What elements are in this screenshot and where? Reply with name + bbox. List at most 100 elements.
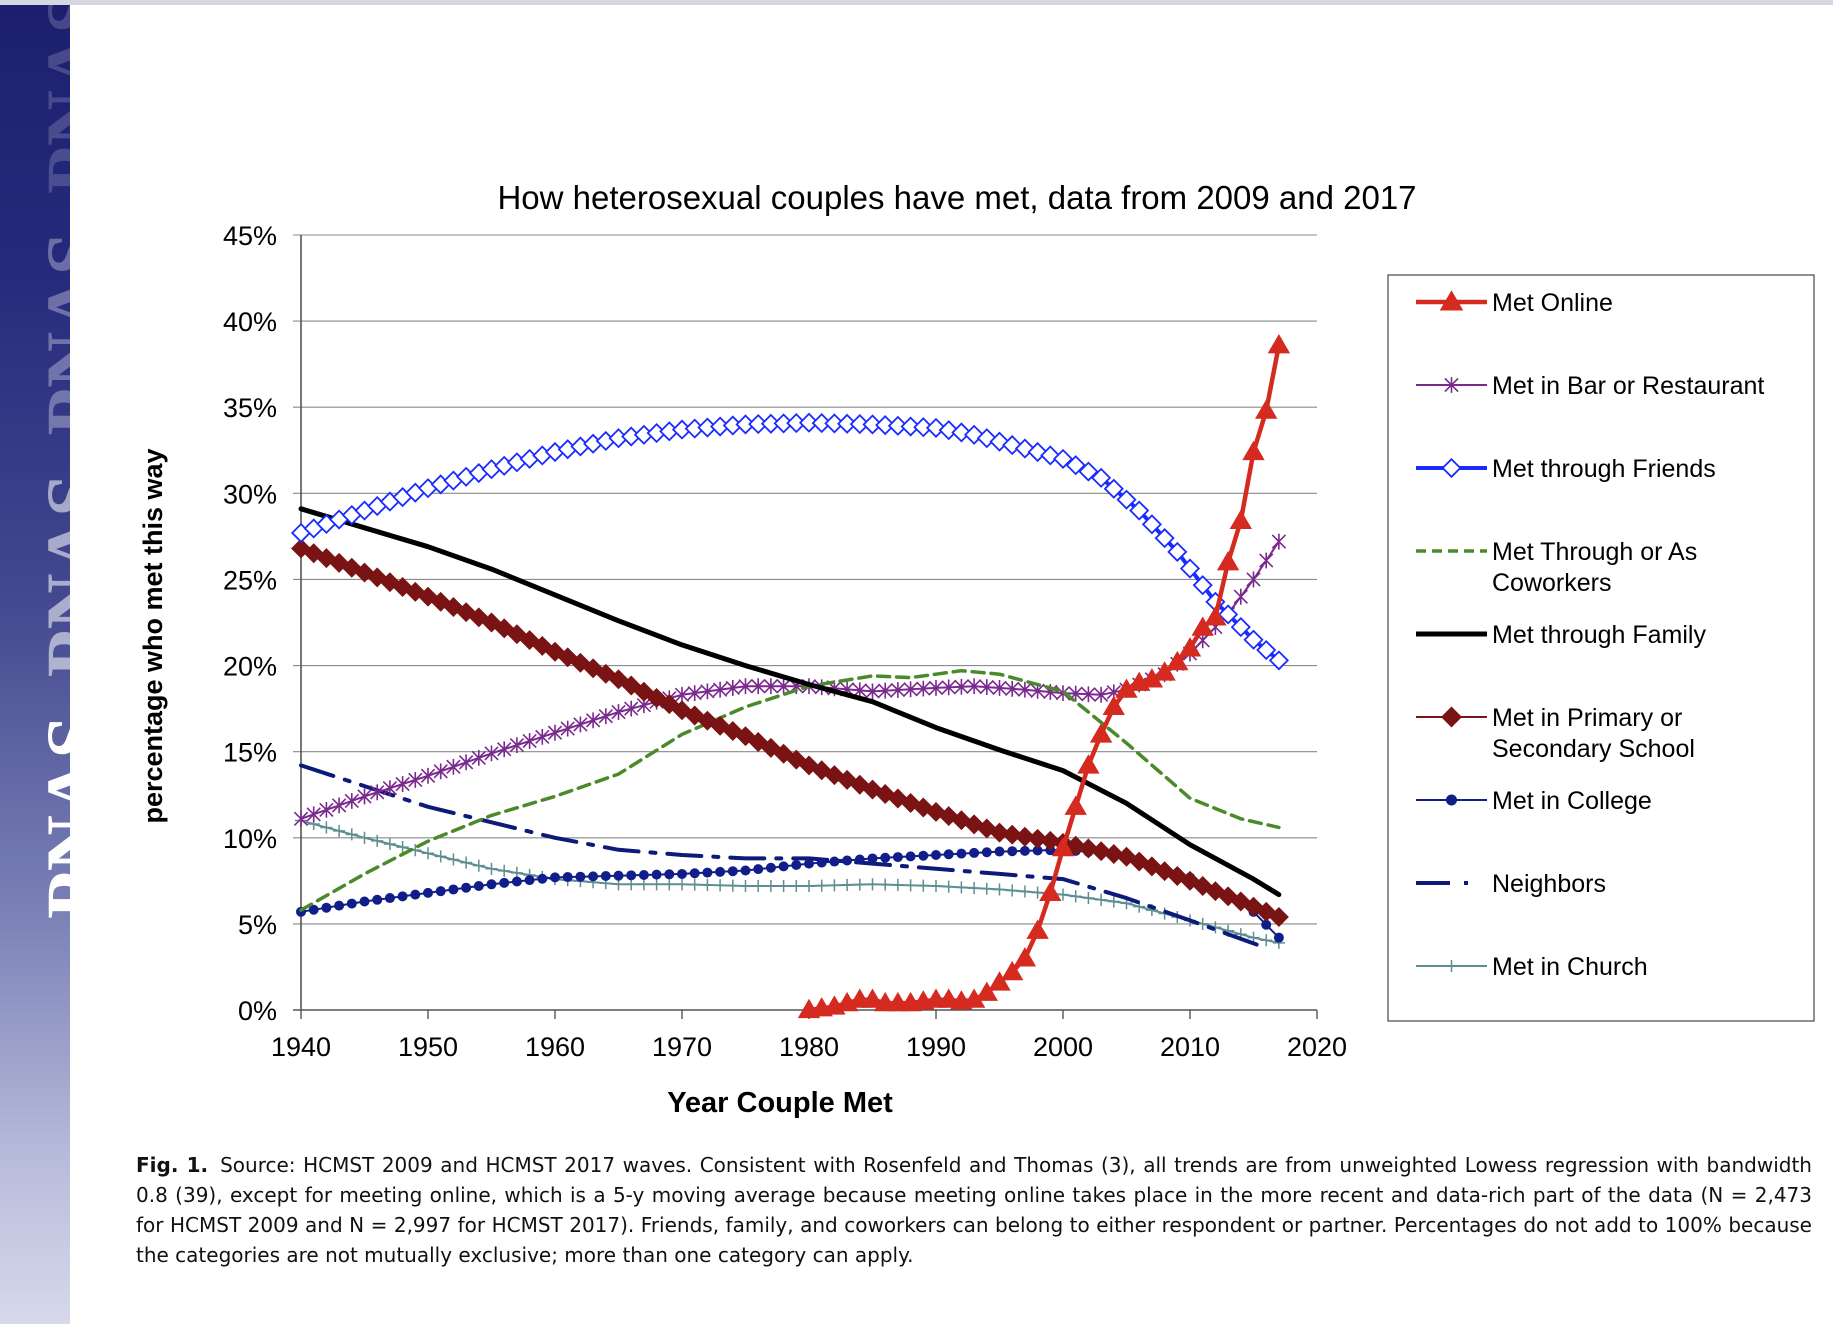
data-point bbox=[1256, 901, 1277, 922]
data-point bbox=[955, 881, 968, 894]
data-point bbox=[815, 879, 828, 892]
data-point bbox=[1081, 686, 1096, 703]
data-point bbox=[824, 413, 845, 434]
data-point bbox=[1017, 681, 1033, 698]
data-point bbox=[397, 891, 408, 902]
data-point bbox=[370, 784, 385, 801]
data-point bbox=[354, 562, 375, 583]
data-point bbox=[988, 971, 1011, 991]
series-line bbox=[298, 506, 1282, 898]
data-point bbox=[499, 877, 510, 888]
data-point bbox=[1103, 478, 1124, 499]
data-point bbox=[776, 678, 791, 695]
data-point bbox=[989, 822, 1010, 843]
data-point bbox=[824, 765, 845, 786]
data-point bbox=[689, 868, 700, 879]
data-point bbox=[791, 859, 802, 870]
data-point bbox=[956, 848, 967, 859]
data-point bbox=[333, 824, 346, 837]
data-point bbox=[447, 853, 460, 866]
data-point bbox=[1064, 795, 1087, 815]
data-point bbox=[1027, 828, 1048, 849]
data-point bbox=[1039, 881, 1062, 902]
data-point bbox=[1167, 541, 1188, 562]
data-point bbox=[595, 663, 616, 684]
data-point bbox=[1001, 960, 1024, 981]
series-met-in-church bbox=[294, 814, 1285, 949]
data-point bbox=[804, 858, 814, 869]
data-point bbox=[891, 878, 904, 892]
data-point bbox=[1091, 467, 1112, 488]
data-point bbox=[319, 801, 334, 818]
data-point bbox=[674, 686, 690, 703]
data-point bbox=[575, 871, 586, 882]
data-point bbox=[1191, 616, 1214, 636]
legend-label: Met through Friends bbox=[1492, 455, 1716, 483]
data-point bbox=[1273, 932, 1284, 943]
data-point bbox=[890, 682, 906, 698]
series-neighbors bbox=[299, 763, 1269, 950]
data-point bbox=[1069, 890, 1082, 903]
data-point bbox=[875, 415, 896, 436]
data-point bbox=[702, 867, 713, 878]
data-point bbox=[929, 879, 943, 893]
data-point bbox=[861, 988, 884, 1008]
data-point bbox=[928, 680, 944, 696]
data-point bbox=[867, 853, 878, 864]
data-point bbox=[1154, 528, 1175, 549]
data-point bbox=[1065, 455, 1086, 476]
legend-item: Met Online bbox=[1416, 289, 1613, 317]
top-rule bbox=[0, 0, 1833, 5]
data-point bbox=[331, 797, 347, 814]
data-point bbox=[573, 716, 588, 733]
data-point bbox=[545, 641, 565, 662]
series-met-online bbox=[797, 334, 1291, 1019]
data-point bbox=[1078, 461, 1099, 482]
data-point bbox=[537, 873, 548, 884]
data-point bbox=[1102, 695, 1125, 716]
data-point bbox=[379, 572, 400, 593]
data-point bbox=[943, 849, 954, 860]
data-point bbox=[862, 414, 883, 435]
data-point bbox=[1166, 650, 1189, 671]
data-point bbox=[383, 837, 396, 851]
data-point bbox=[1082, 892, 1095, 905]
data-point bbox=[1180, 870, 1200, 891]
legend-label: Neighbors bbox=[1492, 870, 1606, 898]
data-point bbox=[532, 635, 553, 656]
legend-label: Met Online bbox=[1492, 289, 1613, 317]
data-point bbox=[410, 889, 421, 900]
data-point bbox=[497, 741, 512, 758]
legend-item: Met in College bbox=[1416, 787, 1652, 815]
data-point bbox=[726, 879, 739, 892]
y-tick-label: 0% bbox=[238, 996, 277, 1026]
data-point bbox=[892, 852, 903, 863]
data-point bbox=[994, 846, 1005, 857]
data-point bbox=[316, 548, 337, 569]
data-point bbox=[433, 763, 448, 780]
data-point bbox=[675, 878, 689, 891]
data-point bbox=[1256, 639, 1277, 661]
data-point bbox=[446, 758, 461, 775]
data-point bbox=[621, 675, 642, 696]
data-point bbox=[624, 700, 639, 717]
data-point bbox=[1051, 836, 1075, 857]
x-axis-label: Year Couple Met bbox=[667, 1087, 893, 1119]
data-point bbox=[964, 424, 985, 445]
data-point bbox=[1140, 668, 1164, 688]
data-point bbox=[700, 683, 715, 700]
data-point bbox=[918, 850, 929, 861]
x-tick-label: 2000 bbox=[1033, 1032, 1093, 1062]
data-point bbox=[687, 685, 702, 702]
data-point bbox=[646, 687, 667, 708]
data-point bbox=[1179, 558, 1201, 579]
data-point bbox=[494, 618, 515, 639]
data-point bbox=[829, 856, 840, 867]
data-point bbox=[751, 678, 766, 695]
data-point bbox=[900, 416, 921, 437]
data-point bbox=[588, 871, 599, 882]
data-point bbox=[1230, 617, 1251, 638]
data-point bbox=[1129, 500, 1150, 521]
y-axis-label: percentage who met this way bbox=[138, 448, 168, 823]
data-point bbox=[341, 557, 362, 578]
